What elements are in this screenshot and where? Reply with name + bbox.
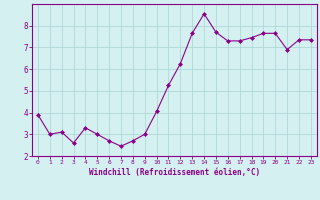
X-axis label: Windchill (Refroidissement éolien,°C): Windchill (Refroidissement éolien,°C)	[89, 168, 260, 177]
